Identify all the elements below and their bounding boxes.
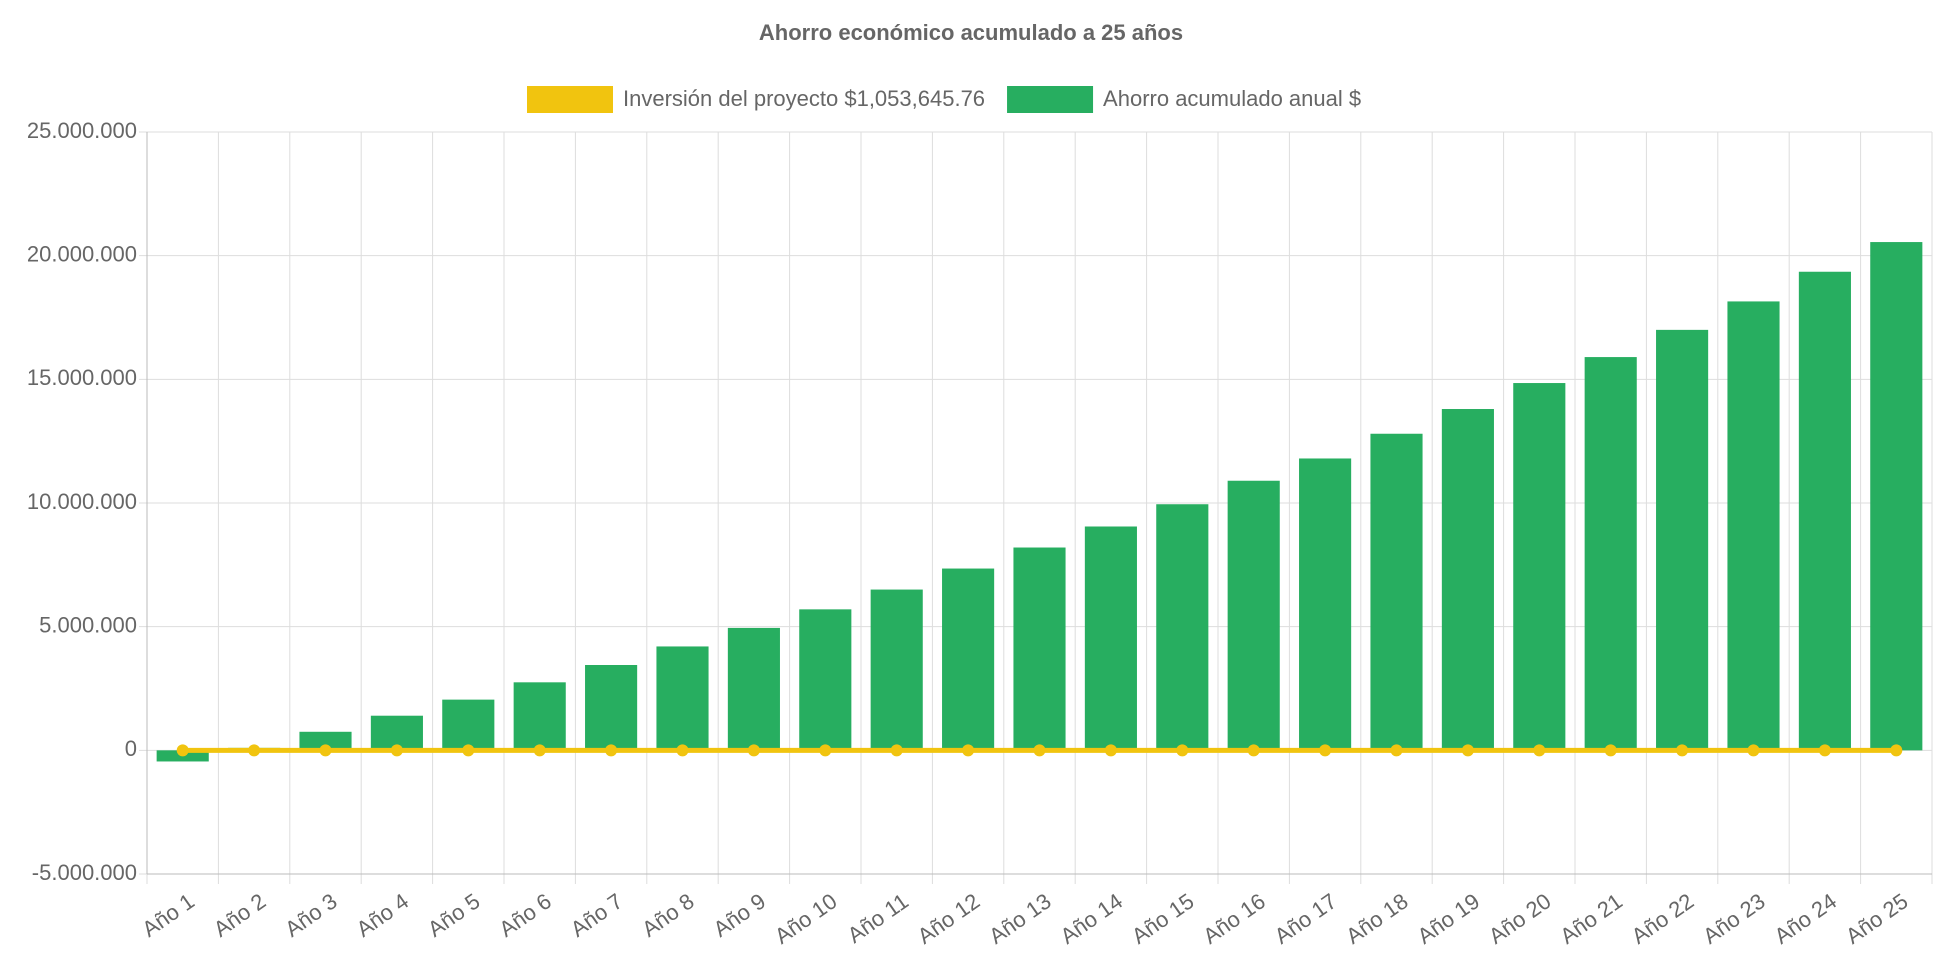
point: [1319, 744, 1332, 757]
point: [1104, 744, 1117, 757]
point: [1033, 744, 1046, 757]
bar: [299, 731, 352, 751]
bar: [1870, 242, 1923, 751]
x-tick-label: Año 8: [637, 888, 698, 941]
bar: [942, 568, 995, 751]
point: [890, 744, 903, 757]
x-tick-label: Año 13: [984, 888, 1055, 948]
y-tick-label: 0: [125, 736, 137, 761]
bar: [513, 682, 566, 751]
bar: [1441, 409, 1494, 751]
point: [176, 744, 189, 757]
x-tick-label: Año 6: [494, 888, 555, 941]
y-tick-label: 25.000.000: [27, 118, 137, 143]
bar: [1299, 458, 1352, 751]
legend-swatch: [527, 86, 613, 113]
point: [248, 744, 261, 757]
point: [1747, 744, 1760, 757]
x-tick-label: Año 10: [770, 888, 841, 948]
x-tick-label: Año 14: [1056, 888, 1127, 948]
x-tick-label: Año 11: [843, 888, 913, 948]
bar: [656, 646, 709, 751]
x-tick-label: Año 15: [1127, 888, 1198, 948]
point: [1390, 744, 1403, 757]
bar: [1513, 383, 1566, 751]
y-tick-label: -5.000.000: [32, 860, 137, 885]
bar: [1227, 480, 1280, 751]
bar: [1013, 547, 1066, 751]
point: [1604, 744, 1617, 757]
x-tick-label: Año 22: [1627, 888, 1698, 948]
bar: [799, 609, 852, 751]
y-tick-label: 20.000.000: [27, 241, 137, 266]
point: [962, 744, 975, 757]
bar: [1084, 526, 1137, 751]
bar: [1798, 271, 1851, 751]
bar: [1584, 357, 1637, 751]
point: [819, 744, 832, 757]
bar: [1156, 504, 1209, 751]
bar: [585, 665, 638, 751]
point: [319, 744, 332, 757]
x-tick-label: Año 18: [1341, 888, 1412, 948]
x-tick-label: Año 5: [423, 888, 484, 941]
point: [533, 744, 546, 757]
x-tick-label: Año 19: [1413, 888, 1484, 948]
x-tick-label: Año 16: [1198, 888, 1269, 948]
x-tick-label: Año 4: [352, 888, 413, 941]
point: [747, 744, 760, 757]
x-tick-label: Año 20: [1484, 888, 1555, 948]
bar: [727, 627, 780, 751]
point: [1247, 744, 1260, 757]
bar: [442, 699, 495, 751]
point: [1533, 744, 1546, 757]
bar: [870, 589, 923, 751]
x-tick-label: Año 3: [280, 888, 341, 941]
legend-label: Ahorro acumulado anual $: [1103, 86, 1361, 111]
x-tick-label: Año 9: [709, 888, 770, 941]
x-tick-label: Año 7: [566, 888, 627, 941]
point: [1176, 744, 1189, 757]
bar: [1370, 433, 1423, 751]
point: [605, 744, 618, 757]
bar: [1727, 301, 1780, 751]
point: [1818, 744, 1831, 757]
point: [1890, 744, 1903, 757]
legend-swatch: [1007, 86, 1094, 113]
x-tick-label: Año 21: [1555, 888, 1626, 948]
legend-label: Inversión del proyecto $1,053,645.76: [623, 86, 985, 111]
x-tick-label: Año 1: [137, 888, 198, 941]
point: [462, 744, 475, 757]
y-tick-label: 15.000.000: [27, 365, 137, 390]
x-tick-label: Año 25: [1841, 888, 1912, 948]
point: [1461, 744, 1474, 757]
x-tick-label: Año 2: [209, 888, 270, 941]
x-tick-label: Año 12: [913, 888, 984, 948]
bar: [1656, 329, 1709, 751]
y-tick-label: 5.000.000: [39, 612, 137, 637]
chart-title: Ahorro económico acumulado a 25 años: [759, 20, 1183, 45]
point: [676, 744, 689, 757]
y-tick-label: 10.000.000: [27, 489, 137, 514]
point: [1676, 744, 1689, 757]
x-tick-label: Año 23: [1698, 888, 1769, 948]
point: [390, 744, 403, 757]
x-tick-label: Año 24: [1770, 888, 1841, 948]
x-tick-label: Año 17: [1270, 888, 1341, 948]
